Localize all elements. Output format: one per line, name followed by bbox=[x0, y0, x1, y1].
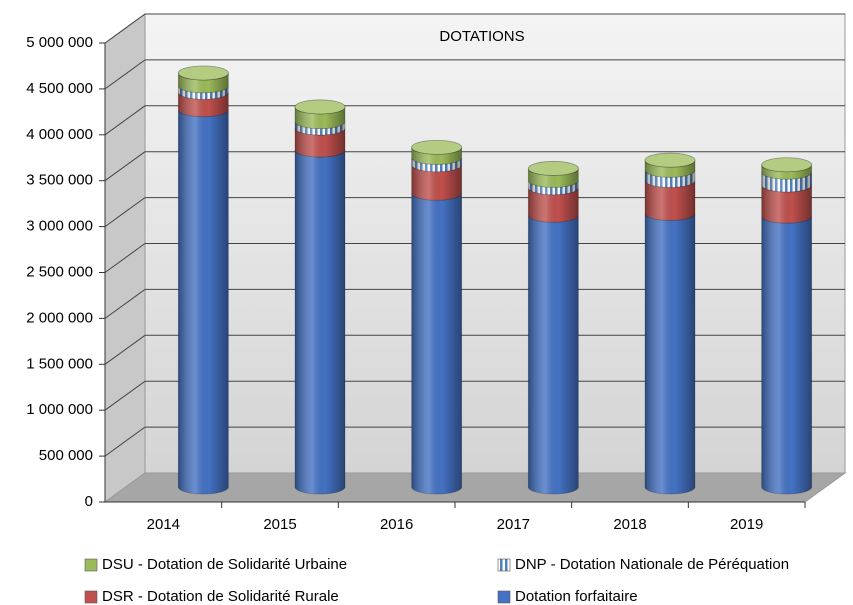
bar-top bbox=[644, 152, 696, 168]
legend-swatch bbox=[497, 590, 511, 604]
bar-shading bbox=[645, 180, 695, 221]
bar-top-shine bbox=[411, 140, 462, 155]
legend-swatch bbox=[84, 558, 98, 572]
bar-shading bbox=[411, 193, 462, 495]
y-tick-label: 1 500 000 bbox=[26, 355, 93, 372]
bar-shading bbox=[528, 187, 579, 223]
bar-top bbox=[411, 139, 463, 155]
legend-label: DSR - Dotation de Solidarité Rurale bbox=[102, 588, 339, 605]
x-tick-label: 2019 bbox=[730, 516, 763, 533]
y-tick-label: 3 000 000 bbox=[26, 218, 93, 235]
grid-line bbox=[104, 105, 146, 136]
x-tick-label: 2018 bbox=[613, 516, 646, 533]
bar-shading bbox=[645, 170, 695, 188]
bar-shading bbox=[295, 150, 345, 494]
grid-line bbox=[104, 288, 146, 319]
bar-shading bbox=[178, 109, 229, 495]
bar-shading bbox=[528, 168, 579, 188]
grid-line bbox=[104, 426, 146, 457]
bar-shading bbox=[645, 213, 695, 494]
bar-top-shine bbox=[528, 161, 579, 176]
bar-shading bbox=[178, 92, 229, 117]
legend-label: DSU - Dotation de Solidarité Urbaine bbox=[102, 556, 347, 573]
bar-shading bbox=[528, 180, 579, 195]
y-tick-label: 500 000 bbox=[39, 447, 93, 464]
y-tick-label: 2 000 000 bbox=[26, 309, 93, 326]
bar-top bbox=[527, 161, 579, 176]
x-tick-label: 2015 bbox=[263, 516, 296, 533]
bar-top-shine bbox=[761, 157, 812, 172]
x-tick-label: 2014 bbox=[147, 516, 180, 533]
bar-shading bbox=[761, 216, 812, 495]
y-tick-label: 3 500 000 bbox=[26, 172, 93, 189]
y-tick-label: 2 500 000 bbox=[26, 263, 93, 280]
y-tick-label: 1 000 000 bbox=[26, 401, 93, 418]
bar-shading bbox=[411, 147, 462, 165]
bar-shading bbox=[295, 106, 345, 129]
bar-shading bbox=[295, 121, 345, 136]
bar-shading bbox=[645, 160, 695, 178]
grid-line bbox=[104, 380, 146, 411]
bar-shading bbox=[295, 128, 345, 158]
grid-line bbox=[104, 59, 146, 90]
bar-top bbox=[761, 157, 813, 173]
bar-top-shine bbox=[178, 65, 229, 80]
grid-line bbox=[104, 151, 146, 182]
y-tick-label: 5 000 000 bbox=[26, 34, 93, 51]
bar-shading bbox=[761, 172, 812, 192]
grid-line bbox=[104, 197, 146, 228]
legend-label: Dotation forfaitaire bbox=[515, 588, 638, 605]
bar-top-shine bbox=[295, 99, 345, 114]
legend-swatch bbox=[84, 590, 98, 604]
bar-shading bbox=[761, 164, 812, 180]
bar-shading bbox=[178, 72, 229, 93]
bar-shading bbox=[761, 184, 812, 224]
bar-top bbox=[294, 99, 346, 115]
y-tick-label: 4 500 000 bbox=[26, 80, 93, 97]
bar-shading bbox=[178, 85, 229, 100]
chart-title: DOTATIONS bbox=[439, 28, 524, 45]
grid-line bbox=[104, 334, 146, 365]
y-tick-label: 4 000 000 bbox=[26, 126, 93, 143]
grid-line bbox=[104, 13, 146, 44]
y-tick-label: 0 bbox=[85, 493, 93, 510]
bar-top-shine bbox=[645, 153, 695, 168]
x-tick-label: 2016 bbox=[380, 516, 413, 533]
bar-shading bbox=[411, 157, 462, 172]
legend-label: DNP - Dotation Nationale de Péréquation bbox=[515, 556, 789, 573]
legend-swatch bbox=[497, 558, 511, 572]
bar-top bbox=[177, 65, 229, 81]
bar-shading bbox=[528, 215, 579, 495]
bar-shading bbox=[411, 164, 462, 201]
x-tick-label: 2017 bbox=[497, 516, 530, 533]
grid-line bbox=[104, 243, 146, 273]
